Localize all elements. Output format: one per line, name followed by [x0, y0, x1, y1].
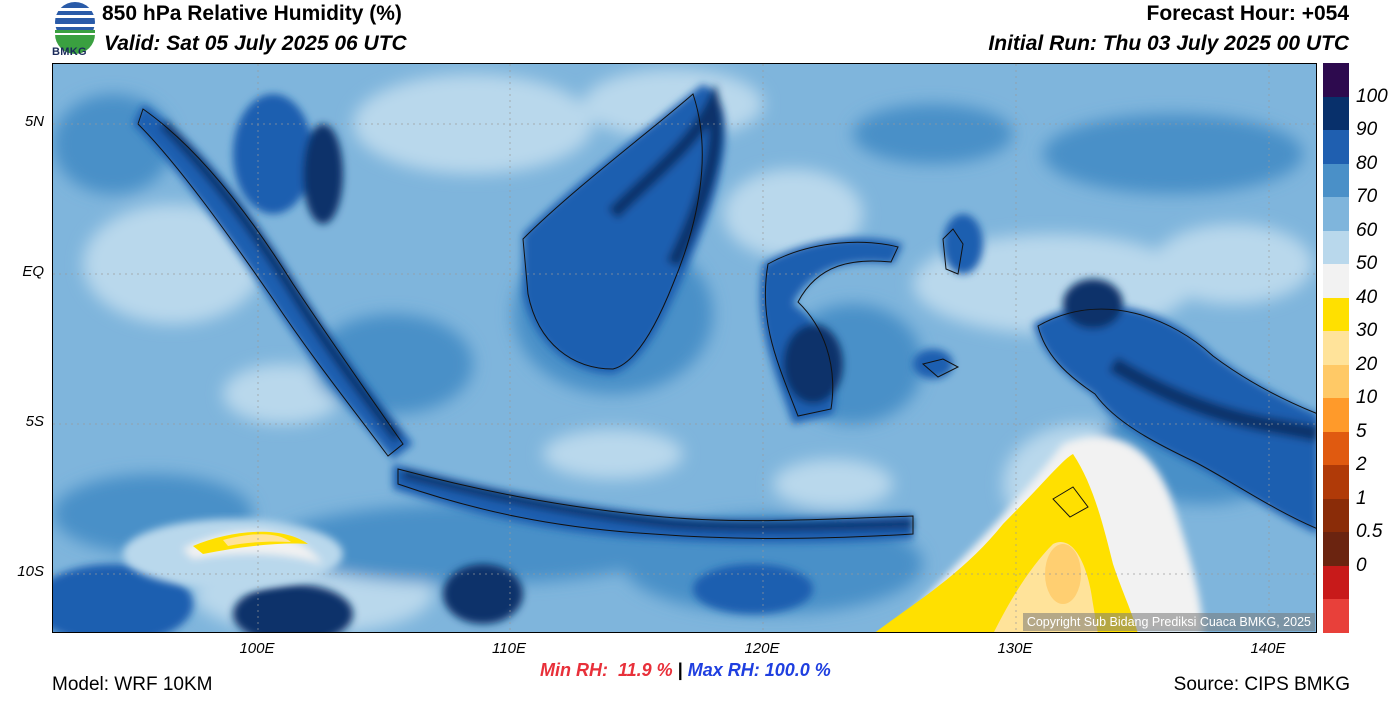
colorbar-segment [1323, 163, 1349, 198]
colorbar-segment [1323, 197, 1349, 231]
colorbar-label: 0 [1356, 554, 1367, 576]
lon-label: 100E [239, 640, 275, 657]
forecast-hour: Forecast Hour: +054 [1146, 2, 1350, 25]
colorbar-label: 40 [1356, 286, 1378, 308]
colorbar-label: 10 [1356, 387, 1378, 409]
colorbar-label: 0.5 [1356, 521, 1383, 543]
map-title: 850 hPa Relative Humidity (%) [102, 2, 402, 25]
humidity-map [52, 63, 1317, 633]
colorbar-label: 5 [1356, 420, 1367, 442]
max-rh: Max RH: 100.0 % [687, 660, 831, 680]
lat-label: 10S [17, 563, 44, 580]
rh-stats: Min RH: 11.9 % | Max RH: 100.0 % [540, 660, 831, 681]
model-name: Model: WRF 10KM [52, 674, 213, 695]
lon-label: 120E [744, 640, 780, 657]
valid-time: Valid: Sat 05 July 2025 06 UTC [104, 32, 407, 55]
colorbar-label: 20 [1356, 353, 1378, 375]
bmkg-logo-icon [55, 2, 95, 54]
colorbar-segment [1323, 364, 1349, 399]
colorbar-label: 1 [1356, 487, 1367, 509]
colorbar-label: 90 [1356, 119, 1378, 141]
colorbar-label: 70 [1356, 186, 1378, 208]
colorbar-segment [1323, 63, 1349, 97]
stats-separator: | [672, 660, 688, 680]
colorbar-segment [1323, 230, 1349, 265]
lon-label: 130E [997, 640, 1033, 657]
colorbar-segment [1323, 96, 1349, 131]
lat-label: EQ [22, 263, 44, 280]
colorbar-segment [1323, 431, 1349, 466]
colorbar-label: 60 [1356, 219, 1378, 241]
lat-label: 5S [25, 413, 44, 430]
colorbar-segment [1323, 130, 1349, 164]
colorbar-segment [1323, 465, 1349, 499]
colorbar-segment [1323, 264, 1349, 298]
copyright-notice: Copyright Sub Bidang Prediksi Cuaca BMKG… [1022, 613, 1315, 631]
colorbar-segment [1323, 599, 1349, 633]
colorbar-segment [1323, 565, 1349, 600]
colorbar-segment [1323, 498, 1349, 533]
colorbar-label: 2 [1356, 454, 1367, 476]
data-source: Source: CIPS BMKG [1173, 674, 1350, 695]
colorbar-segment [1323, 398, 1349, 432]
colorbar-label: 100 [1356, 85, 1388, 107]
colorbar-label: 30 [1356, 320, 1378, 342]
colorbar-label: 80 [1356, 152, 1378, 174]
humidity-map-graphic [53, 64, 1316, 632]
logo-text: BMKG [52, 46, 87, 58]
lon-label: 110E [492, 640, 526, 657]
colorbar-segment [1323, 532, 1349, 566]
lon-label: 140E [1250, 640, 1286, 657]
colorbar-segment [1323, 331, 1349, 365]
initial-run: Initial Run: Thu 03 July 2025 00 UTC [988, 32, 1349, 55]
colorbar-segment [1323, 297, 1349, 332]
lat-label: 5N [24, 113, 44, 130]
colorbar-label: 50 [1356, 253, 1378, 275]
colorbar [1323, 63, 1349, 633]
min-rh: Min RH: 11.9 % [540, 660, 673, 680]
